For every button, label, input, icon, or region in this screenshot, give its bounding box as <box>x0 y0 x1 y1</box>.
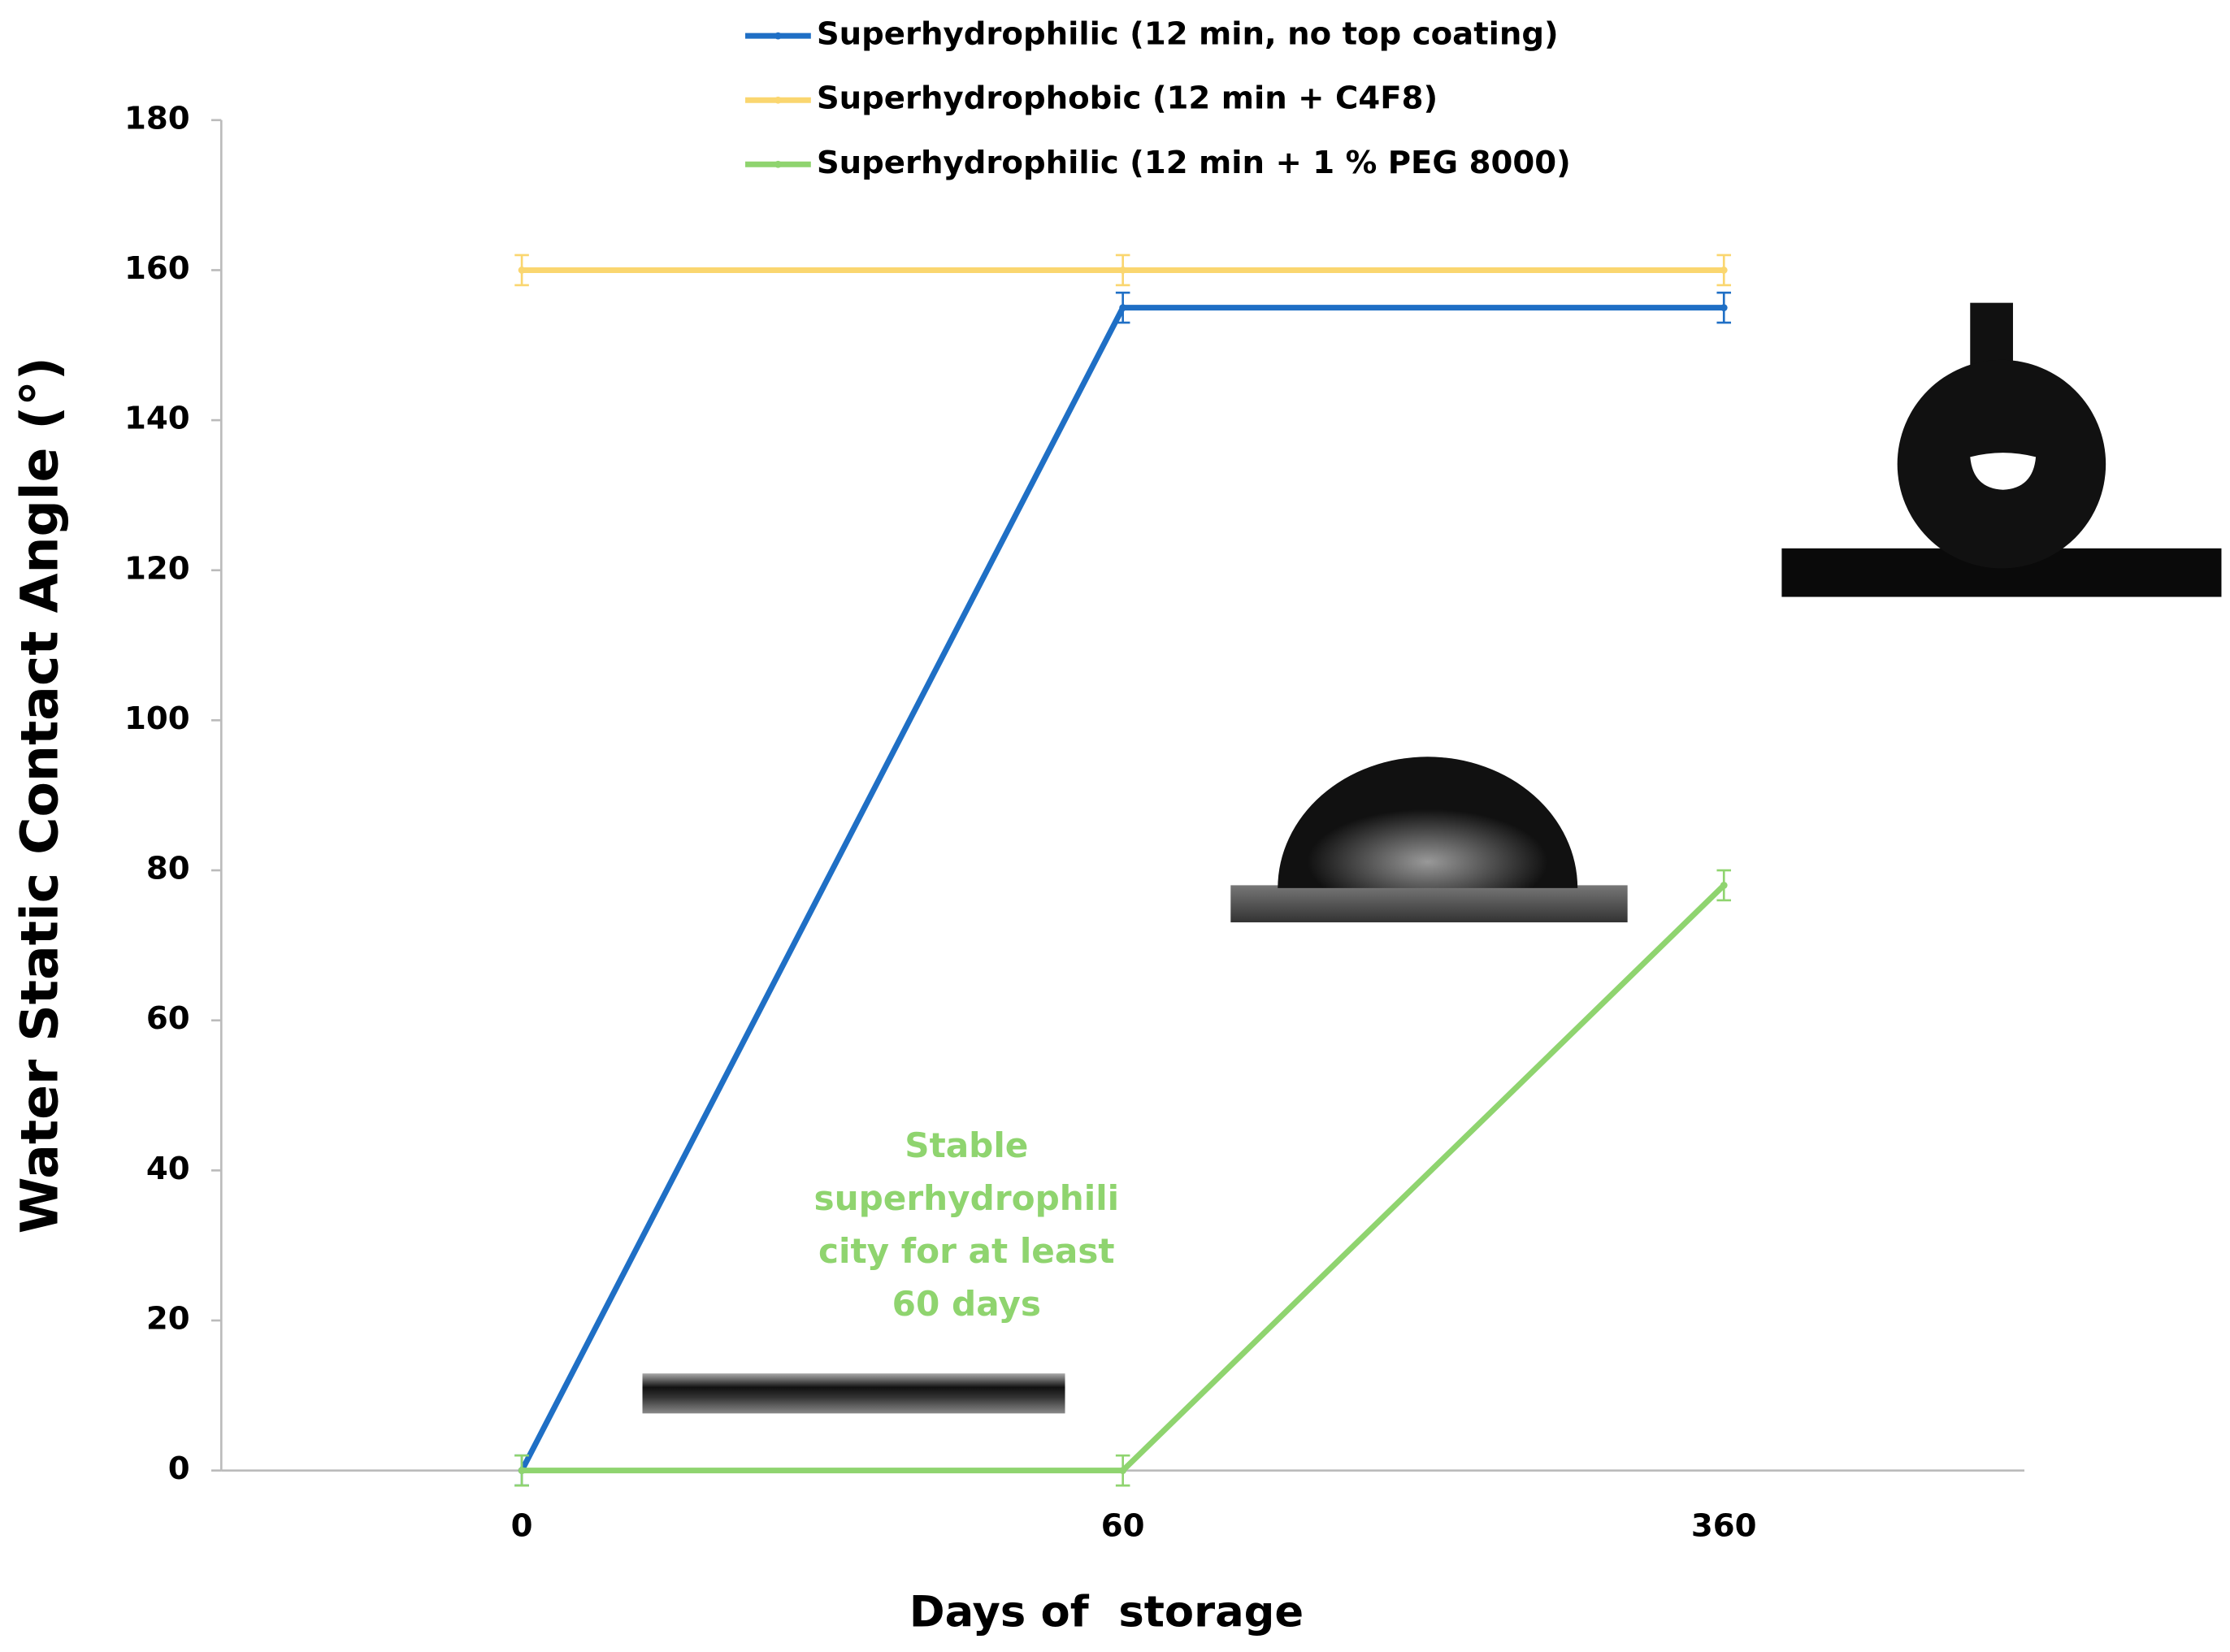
x-tick-label: 60 <box>1101 1507 1145 1544</box>
point <box>518 267 526 274</box>
droplet-sphere <box>1781 302 2222 597</box>
y-tick-label: 100 <box>124 700 190 737</box>
point <box>1720 304 1728 312</box>
annotation: 60 days <box>892 1284 1041 1324</box>
annotation: superhydrophili <box>813 1178 1119 1218</box>
y-tick-label: 140 <box>124 401 190 437</box>
legend-label: Superhydrophilic (12 min + 1 % PEG 8000) <box>817 145 1571 181</box>
x-tick-label: 360 <box>1691 1507 1757 1544</box>
point <box>518 1467 526 1475</box>
legend-label: Superhydrophilic (12 min, no top coating… <box>817 16 1559 53</box>
y-tick-label: 80 <box>146 851 190 887</box>
y-tick-label: 160 <box>124 250 190 287</box>
droplet-flat <box>642 1373 1065 1414</box>
point <box>1720 882 1728 889</box>
y-tick-label: 40 <box>146 1151 190 1187</box>
y-tick-label: 120 <box>124 550 190 587</box>
y-tick-label: 0 <box>168 1450 190 1487</box>
point <box>1119 1467 1127 1475</box>
y-tick-label: 20 <box>146 1301 190 1338</box>
legend-label: Superhydrophobic (12 min + C4F8) <box>817 80 1438 117</box>
point <box>1720 267 1728 274</box>
annotation: city for at least <box>818 1231 1115 1271</box>
y-tick-label: 60 <box>146 1000 190 1037</box>
point <box>1119 304 1127 312</box>
droplet-dome <box>1230 757 1628 923</box>
y-tick-label: 180 <box>124 100 190 137</box>
series <box>514 869 1732 1487</box>
point <box>1119 267 1127 274</box>
annotation: Stable <box>905 1125 1028 1165</box>
x-tick-label: 0 <box>511 1507 533 1544</box>
legend-marker <box>774 160 782 168</box>
x-axis-label: Days of storage <box>909 1588 1304 1637</box>
y-axis-label: Water Static Contact Angle (°) <box>9 357 69 1234</box>
legend-marker <box>774 32 782 40</box>
legend-marker <box>774 96 782 104</box>
series <box>514 254 1732 287</box>
